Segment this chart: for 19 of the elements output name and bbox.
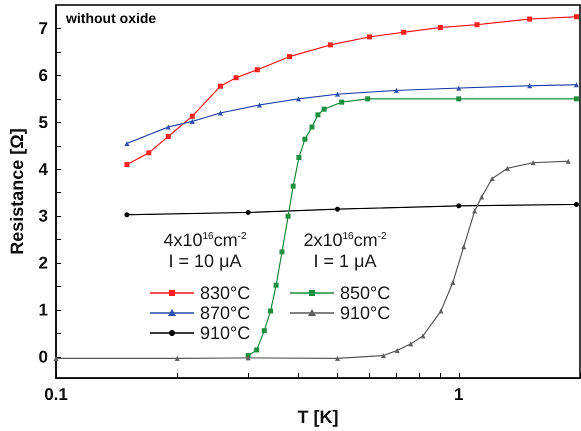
legend-label: 910°C — [200, 323, 250, 343]
y-axis-title: Resistance [Ω] — [7, 128, 27, 255]
legend-label: 850°C — [340, 283, 390, 303]
y-tick-label: 7 — [38, 18, 48, 38]
y-tick-label: 3 — [38, 206, 48, 226]
y-tick-label: 6 — [38, 66, 48, 85]
y-tick-label: 5 — [38, 112, 48, 132]
legend-label: 910°C — [340, 303, 390, 323]
legend-label: 830°C — [200, 283, 250, 303]
annotation: without oxide — [66, 10, 156, 26]
legend-label: 870°C — [200, 303, 250, 323]
y-tick-label: 1 — [38, 300, 48, 320]
x-tick-label: 0.1 — [44, 385, 68, 404]
annotation: 4x10$^{16}$cm$^{-2}$ I = 10 μA — [162, 229, 248, 272]
y-tick-label: 0 — [38, 347, 48, 366]
x-axis-title: T [K] — [298, 407, 338, 427]
y-tick-label: 4 — [38, 160, 49, 179]
y-tick-label: 2 — [38, 254, 48, 273]
annotation: 2x10$^{16}$cm$^{-2}$ I = 1 μA — [302, 229, 388, 272]
